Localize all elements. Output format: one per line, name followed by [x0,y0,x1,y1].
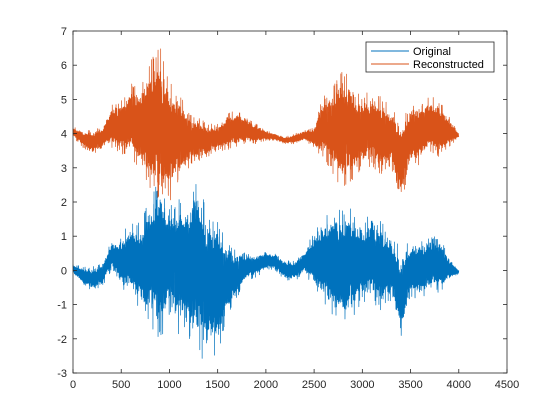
y-tick-label: 0 [61,265,67,277]
y-tick-label: 4 [61,129,67,141]
series-line-reconstructed [72,48,460,201]
y-tick-label: 3 [61,163,67,175]
y-tick-label: -3 [57,368,67,380]
y-tick-label: 5 [61,94,67,106]
y-tick-label: -2 [57,334,67,346]
series-layer [72,48,460,359]
legend-box [365,41,495,73]
series-line-original [72,184,460,359]
legend-label-reconstructed: Reconstructed [413,59,484,71]
x-tick-label: 3000 [350,379,374,391]
x-tick-label: 2500 [302,379,326,391]
x-tick-label: 0 [70,379,76,391]
y-tick-label: 6 [61,60,67,72]
legend-label-original: Original [413,46,451,58]
y-tick-label: 2 [61,197,67,209]
axes-layer: 0 500 1000 1500 2000 2500 3000 3500 4000 4500 -3 -2… [57,26,519,391]
x-tick-label: 1500 [205,379,229,391]
y-tick-label: 7 [61,26,67,38]
plot-area [73,31,507,373]
x-tick-label: 1000 [157,379,181,391]
y-tick-label: 1 [61,231,67,243]
y-tick-label: -1 [57,300,67,312]
x-tick-label: 4000 [447,379,471,391]
x-tick-label: 3500 [398,379,422,391]
x-tick-label: 4500 [495,379,519,391]
x-tick-label: 500 [112,379,130,391]
x-tick-label: 2000 [254,379,278,391]
